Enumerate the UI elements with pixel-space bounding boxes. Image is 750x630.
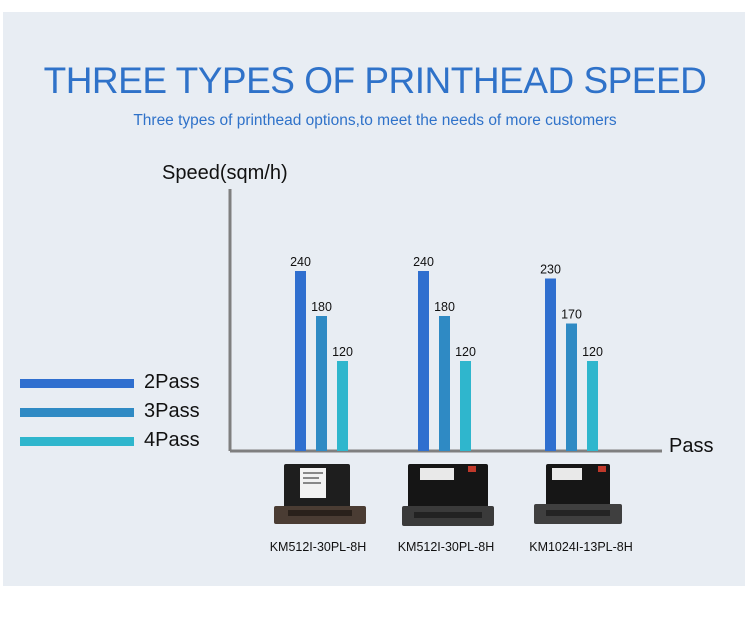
printhead-icon	[402, 464, 494, 526]
x-axis-label: Pass	[669, 435, 714, 457]
bar-4pass-group-1	[337, 361, 348, 451]
legend-label-2pass: 2Pass	[144, 371, 200, 393]
bar-4pass-group-2	[460, 361, 471, 451]
printhead-name-1: KM512I-30PL-8H	[269, 540, 367, 554]
printhead-icon	[274, 464, 366, 524]
page-subtitle: Three types of printhead options,to meet…	[133, 112, 617, 129]
data-label-2pass-group-1: 240	[290, 255, 311, 269]
bars-group: 240 180 120 240 180 120 230 170 120	[290, 255, 603, 451]
printhead-image-3	[528, 462, 628, 537]
data-label-4pass-group-1: 120	[332, 345, 353, 359]
bar-3pass-group-3	[566, 323, 577, 451]
printhead-image-2	[398, 462, 498, 537]
data-label-4pass-group-2: 120	[455, 345, 476, 359]
printhead-image-1	[270, 462, 370, 537]
legend-label-3pass: 3Pass	[144, 400, 200, 422]
legend-swatch-4pass	[20, 437, 134, 446]
bar-3pass-group-2	[439, 316, 450, 451]
data-label-3pass-group-2: 180	[434, 300, 455, 314]
data-label-2pass-group-2: 240	[413, 255, 434, 269]
background-panel	[3, 12, 745, 586]
printhead-name-2: KM512I-30PL-8H	[397, 540, 495, 554]
legend-swatch-3pass	[20, 408, 134, 417]
printhead-icon	[534, 464, 622, 524]
data-label-2pass-group-3: 230	[540, 263, 561, 277]
data-label-4pass-group-3: 120	[582, 345, 603, 359]
printhead-name-3: KM1024I-13PL-8H	[529, 540, 633, 554]
bar-2pass-group-1	[295, 271, 306, 451]
legend-label-4pass: 4Pass	[144, 429, 200, 451]
page-title: THREE TYPES OF PRINTHEAD SPEED	[43, 60, 707, 101]
y-axis-label: Speed(sqm/h)	[162, 162, 288, 184]
data-label-3pass-group-3: 170	[561, 308, 582, 322]
bar-2pass-group-3	[545, 278, 556, 451]
data-label-3pass-group-1: 180	[311, 300, 332, 314]
bar-2pass-group-2	[418, 271, 429, 451]
bar-4pass-group-3	[587, 361, 598, 451]
bar-3pass-group-1	[316, 316, 327, 451]
legend-swatch-2pass	[20, 379, 134, 388]
